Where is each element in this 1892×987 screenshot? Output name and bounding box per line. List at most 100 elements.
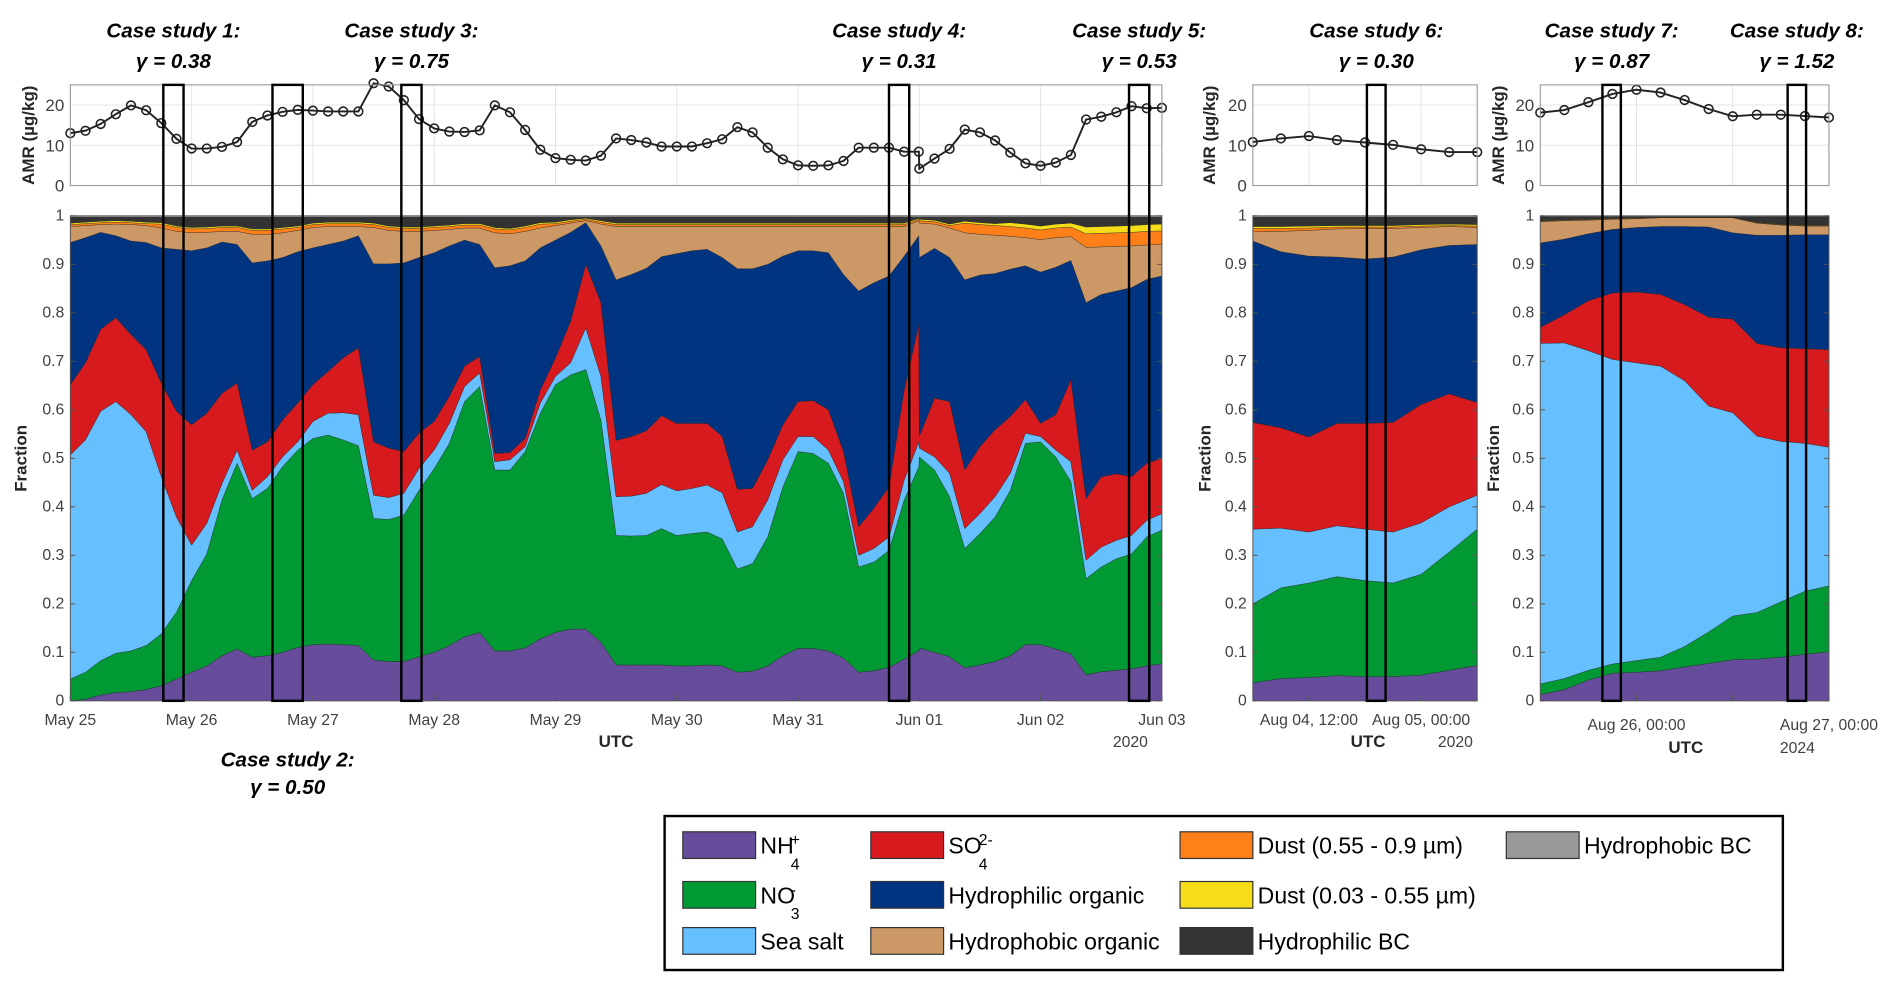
legend-item-hydrophobic-bc: Hydrophobic BC [1505,831,1752,860]
amr-point [1751,109,1762,120]
fraction-y-tick-label: 0.9 [1512,256,1534,273]
amr-point [974,127,986,138]
fraction-y-tick-label: 0.8 [1512,305,1534,322]
case-study-title: Case study 1: [106,20,240,43]
legend-label-subscript: 4 [979,856,988,873]
case-study-gamma: γ = 0.75 [374,50,450,73]
amr-point [80,125,91,136]
amr-point [322,106,334,117]
amr-point [247,116,258,128]
x-tick-label: Aug 04, 12:00 [1260,712,1358,729]
fraction-y-tick-label: 0.6 [1512,402,1534,419]
amr-point [277,106,288,118]
fraction-y-tick-label: 0.4 [42,499,64,516]
amr-point [1020,158,1031,169]
amr-point [959,124,970,135]
amr-point [186,143,197,154]
amr-point [1275,133,1287,144]
case-study-title: Case study 6: [1309,20,1443,43]
amr-point [717,134,728,145]
legend-swatch [870,926,945,955]
fraction-y-tick-label: 0.2 [1512,596,1534,613]
amr-point [565,154,576,165]
fraction-y-tick-label: 0.4 [1512,499,1534,516]
fraction-y-tick-label: 0.5 [1512,450,1534,467]
legend-item-hydrophilic-organic: Hydrophilic organic [870,880,1144,909]
legend: NH+ 4 NO- 3 Sea salt SO2- 4 Hydrophilic organic… [663,814,1785,972]
legend-swatch [1505,831,1580,860]
amr-point [398,95,410,106]
amr-y-axis-label: AMR (µg/kg) [1489,86,1508,185]
fraction-y-tick-label: 0.3 [1225,547,1247,564]
amr-point [1655,87,1666,98]
amr-y-tick-label: 20 [1228,96,1247,115]
case-study-gamma: γ = 0.38 [136,50,212,73]
legend-label-text: Dust (0.03 - 0.55 µm) [1258,882,1476,908]
amr-point [823,160,834,171]
amr-line [1252,135,1478,154]
amr-point [777,154,789,165]
legend-label-text: Dust (0.55 - 0.9 µm) [1258,833,1463,859]
amr-point [595,150,607,161]
legend-label-text: Hydrophobic organic [948,928,1159,954]
case-study-title: Case study 7: [1545,20,1679,43]
amr-point [201,143,212,154]
amr-y-tick-label: 20 [1515,96,1534,115]
x-tick-label: May 27 [287,712,339,729]
amr-point [1415,144,1427,155]
amr-point [519,124,531,136]
x-tick-label: Aug 05, 00:00 [1372,712,1470,729]
fraction-y-tick-label: 0.2 [42,596,64,613]
amr-point [535,144,546,155]
legend-label-subscript: 3 [791,906,800,923]
legend-label-text: Hydrophilic BC [1258,928,1410,954]
amr-point [808,160,819,171]
amr-point [838,155,849,167]
amr-point [732,121,743,133]
amr-point [307,105,319,116]
case-study-gamma: γ = 0.87 [1574,50,1651,73]
amr-point [671,141,682,152]
amr-point [1141,103,1152,114]
legend-swatch [1179,880,1254,909]
amr-y-tick-label: 10 [1515,136,1534,155]
amr-point [1050,157,1061,168]
amr-point [125,100,137,111]
amr-point [1559,104,1570,116]
amr-point [1387,139,1399,151]
amr-point [368,78,379,89]
legend-label: Hydrophilic BC [1258,928,1410,954]
fraction-y-tick-label: 0.7 [1512,353,1534,370]
legend-label-superscript: + [791,832,800,849]
case-study-title: Case study 8: [1730,20,1864,43]
amr-point [429,123,440,134]
legend-item-hydrophobic-organic: Hydrophobic organic [870,926,1160,955]
amr-point [383,81,394,92]
amr-axes-box [1539,84,1830,187]
amr-point [580,155,591,166]
case-study-box-6 [1365,83,1387,703]
fraction-y-tick-label: 0.4 [1225,499,1247,516]
fraction-y-tick-label: 0.1 [1512,644,1534,661]
legend-swatch [1179,831,1254,860]
amr-y-tick-label: 0 [1237,177,1246,196]
fraction-y-tick-label: 0 [56,693,65,710]
amr-point [762,142,773,153]
fraction-y-tick-label: 0 [1525,693,1534,710]
x-tick-label: Aug 27, 00:00 [1780,717,1878,734]
legend-item-no3: NO- 3 [682,880,800,923]
amr-point [1005,147,1016,158]
fraction-y-tick-label: 0.3 [1512,547,1534,564]
case-study-annotations: Case study 1: γ = 0.38 Case study 2: γ = 0.… [106,20,1863,800]
fraction-y-tick-label: 0.5 [1225,450,1247,467]
amr-line [1540,88,1829,119]
fraction-y-tick-label: 0.3 [42,547,64,564]
amr-point [792,160,804,171]
amr-point [171,133,182,144]
x-tick-label: May 31 [772,712,824,729]
amr-point [853,142,864,153]
fraction-y-tick-label: 0.9 [1225,256,1247,273]
amr-point [1444,146,1455,158]
legend-item-nh4: NH+ 4 [682,831,800,873]
fraction-panels [70,215,1830,702]
